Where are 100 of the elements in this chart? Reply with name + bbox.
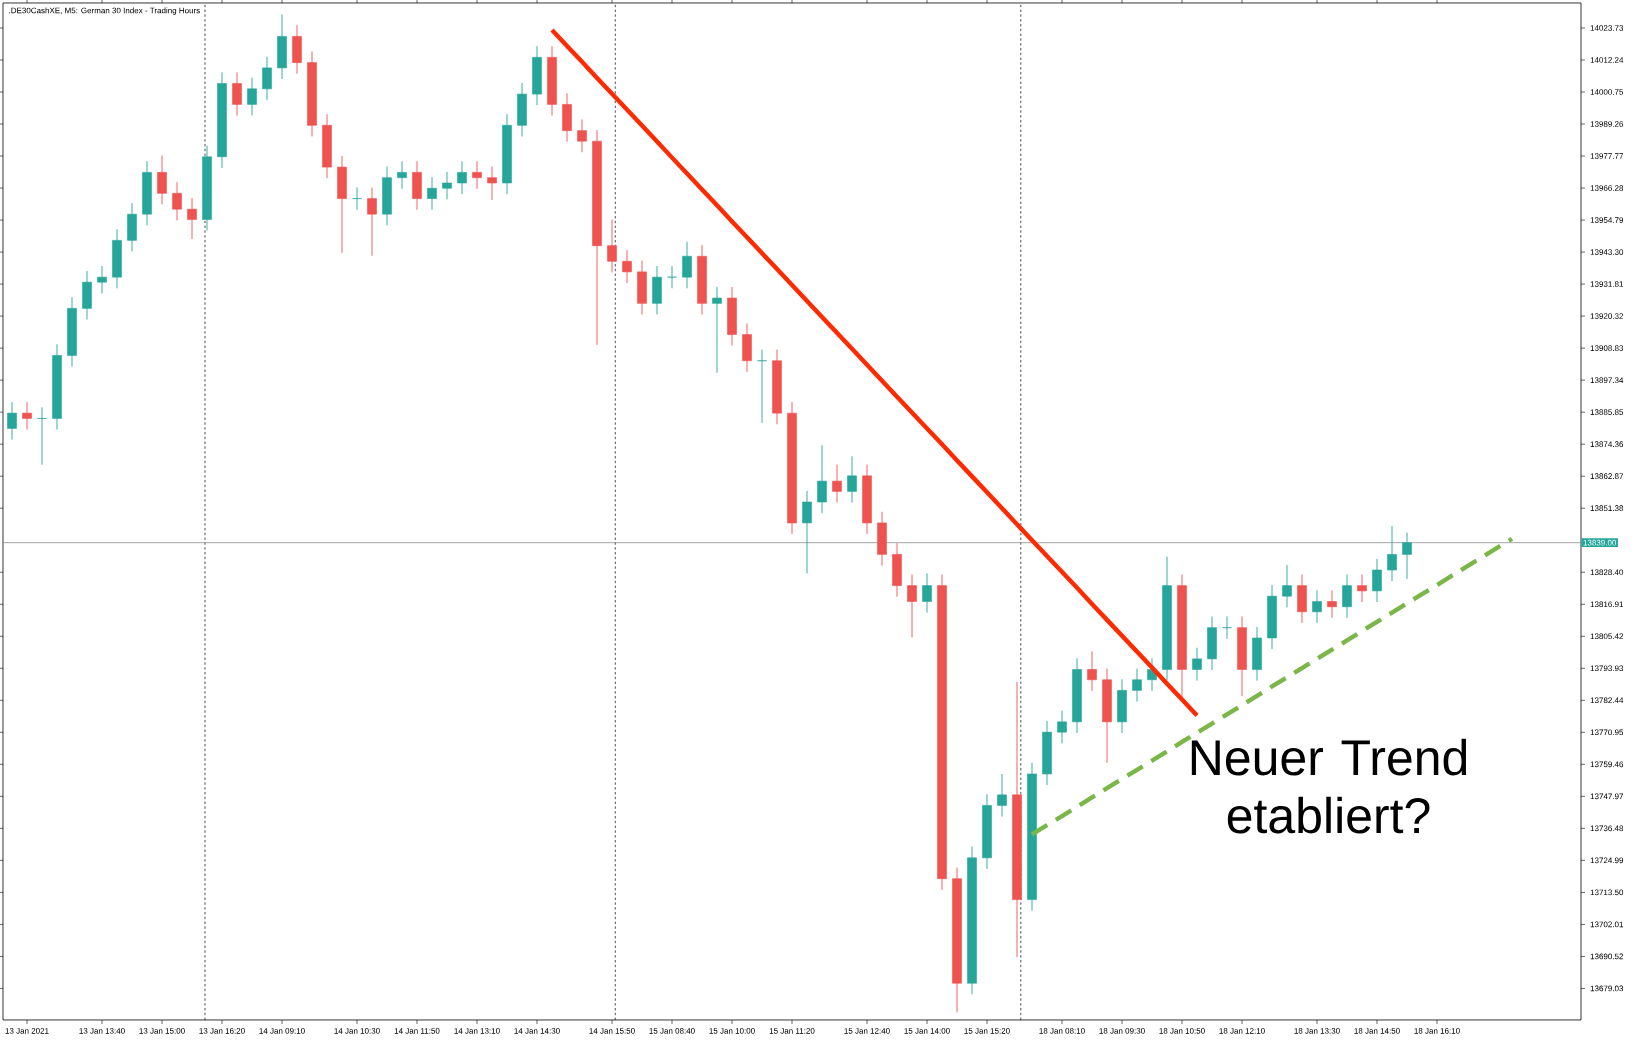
y-tick-label: 13679.03: [1590, 985, 1624, 992]
candlestick: [1372, 558, 1382, 603]
x-tick-label: 18 Jan 16:10: [1414, 1028, 1460, 1034]
candlestick: [472, 160, 482, 190]
y-tick-label: 13759.46: [1590, 761, 1624, 768]
x-tick-label: 14 Jan 13:10: [454, 1028, 500, 1034]
candlestick: [1387, 525, 1397, 582]
candlestick: [457, 160, 467, 195]
y-tick-label: 13770.95: [1590, 729, 1624, 736]
candlestick: [1192, 647, 1202, 682]
candlestick: [607, 219, 617, 273]
x-tick-label: 18 Jan 12:10: [1219, 1028, 1265, 1034]
candlestick: [262, 56, 272, 101]
y-tick-label: 13977.77: [1590, 153, 1624, 159]
x-tick-label: 14 Jan 10:30: [334, 1028, 380, 1034]
candlestick: [1222, 616, 1232, 640]
candlestick: [397, 160, 407, 190]
x-tick-label: 15 Jan 10:00: [709, 1028, 755, 1034]
x-tick-label: 15 Jan 14:00: [904, 1028, 950, 1034]
y-tick-label: 13885.85: [1590, 409, 1624, 415]
y-tick-label: 14012.24: [1590, 57, 1624, 63]
candlestick: [1402, 532, 1412, 580]
x-tick-label: 15 Jan 12:40: [844, 1028, 890, 1034]
candlestick: [247, 77, 257, 116]
candlestick: [97, 265, 107, 294]
candlestick: [1357, 574, 1367, 603]
y-tick-label: 13690.52: [1590, 953, 1624, 960]
candlestick: [832, 464, 842, 504]
candlestick: [442, 171, 452, 200]
candlestick: [1282, 564, 1292, 608]
x-tick-label: 18 Jan 14:50: [1354, 1028, 1400, 1034]
y-tick-label: 13908.83: [1590, 345, 1624, 351]
candlestick: [997, 773, 1007, 818]
candlestick: [757, 349, 767, 424]
candlestick: [367, 186, 377, 257]
candlestick: [847, 455, 857, 504]
x-tick-label: 15 Jan 15:20: [964, 1028, 1010, 1034]
candlestick: [352, 186, 362, 211]
x-tick-label: 15 Jan 08:40: [649, 1028, 695, 1034]
candlestick: [622, 249, 632, 284]
candlestick: [157, 154, 167, 205]
candlestick: [817, 444, 827, 514]
candlestick: [802, 490, 812, 574]
y-tick-label: 13793.93: [1590, 665, 1624, 672]
x-tick-label: 18 Jan 13:30: [1294, 1028, 1340, 1034]
candlestick: [1132, 668, 1142, 702]
y-tick-label: 13828.40: [1590, 569, 1624, 576]
y-tick-label: 13747.97: [1590, 793, 1624, 800]
candlestick: [1057, 710, 1067, 744]
candlestick: [682, 241, 692, 289]
candlestick: [187, 197, 197, 240]
candlestick: [37, 406, 47, 466]
y-tick-label: 14023.73: [1590, 25, 1624, 31]
x-tick-label: 14 Jan 11:50: [394, 1028, 440, 1034]
ref-line-label: 13839.00: [1583, 539, 1617, 546]
y-tick-label: 13851.38: [1590, 505, 1624, 512]
x-tick-label: 14 Jan 14:30: [514, 1028, 560, 1034]
candlestick: [577, 119, 587, 153]
candlestick: [1327, 589, 1337, 619]
candlestick: [922, 572, 932, 614]
y-tick-label: 13816.91: [1590, 601, 1624, 608]
candlestick: [487, 166, 497, 201]
y-tick-label: 13724.99: [1590, 857, 1624, 864]
candlestick: [22, 401, 32, 431]
x-tick-label: 14 Jan 15:50: [589, 1028, 635, 1034]
candlestick: [907, 574, 917, 638]
y-tick-label: 13782.44: [1590, 697, 1624, 704]
candlestick: [1342, 574, 1352, 619]
candlestick: [667, 265, 677, 289]
candlestick: [427, 176, 437, 211]
candlestick: [1087, 650, 1097, 692]
x-tick-label: 13 Jan 2021: [5, 1028, 49, 1034]
y-tick-label: 13966.28: [1590, 185, 1624, 191]
y-tick-label: 13954.79: [1590, 217, 1624, 223]
y-tick-label: 13736.48: [1590, 825, 1624, 832]
x-tick-label: 18 Jan 09:30: [1099, 1028, 1145, 1034]
y-tick-label: 13874.36: [1590, 441, 1624, 447]
y-tick-label: 13920.32: [1590, 313, 1624, 319]
text: .DE30CashXE, M5: German 30 Index - Trading Hours: [9, 7, 200, 15]
y-tick-label: 14000.75: [1590, 89, 1624, 95]
candlestick: [7, 401, 17, 441]
x-tick-label: 13 Jan 16:20: [199, 1028, 245, 1034]
y-tick-label: 13989.26: [1590, 121, 1624, 127]
y-tick-label: 13943.30: [1590, 249, 1624, 255]
candlestick: [232, 71, 242, 116]
y-tick-label: 13805.42: [1590, 633, 1624, 640]
x-tick-label: 13 Jan 13:40: [79, 1028, 125, 1034]
x-tick-label: 15 Jan 11:20: [769, 1028, 815, 1034]
y-tick-label: 13931.81: [1590, 281, 1624, 287]
y-tick-label: 13713.50: [1590, 889, 1624, 896]
y-tick-label: 13897.34: [1590, 377, 1624, 383]
y-tick-label: 13862.87: [1590, 473, 1624, 479]
x-tick-label: 14 Jan 09:10: [259, 1028, 305, 1034]
annotation: Neuer Trend etabliert?: [1191, 738, 1467, 834]
x-tick-label: 13 Jan 15:00: [139, 1028, 185, 1034]
x-tick-label: 18 Jan 10:50: [1159, 1028, 1205, 1034]
candlestick: [172, 181, 182, 221]
x-tick-label: 18 Jan 08:10: [1039, 1028, 1085, 1034]
y-tick-label: 13702.01: [1590, 921, 1624, 928]
candlestick: [1312, 589, 1322, 624]
